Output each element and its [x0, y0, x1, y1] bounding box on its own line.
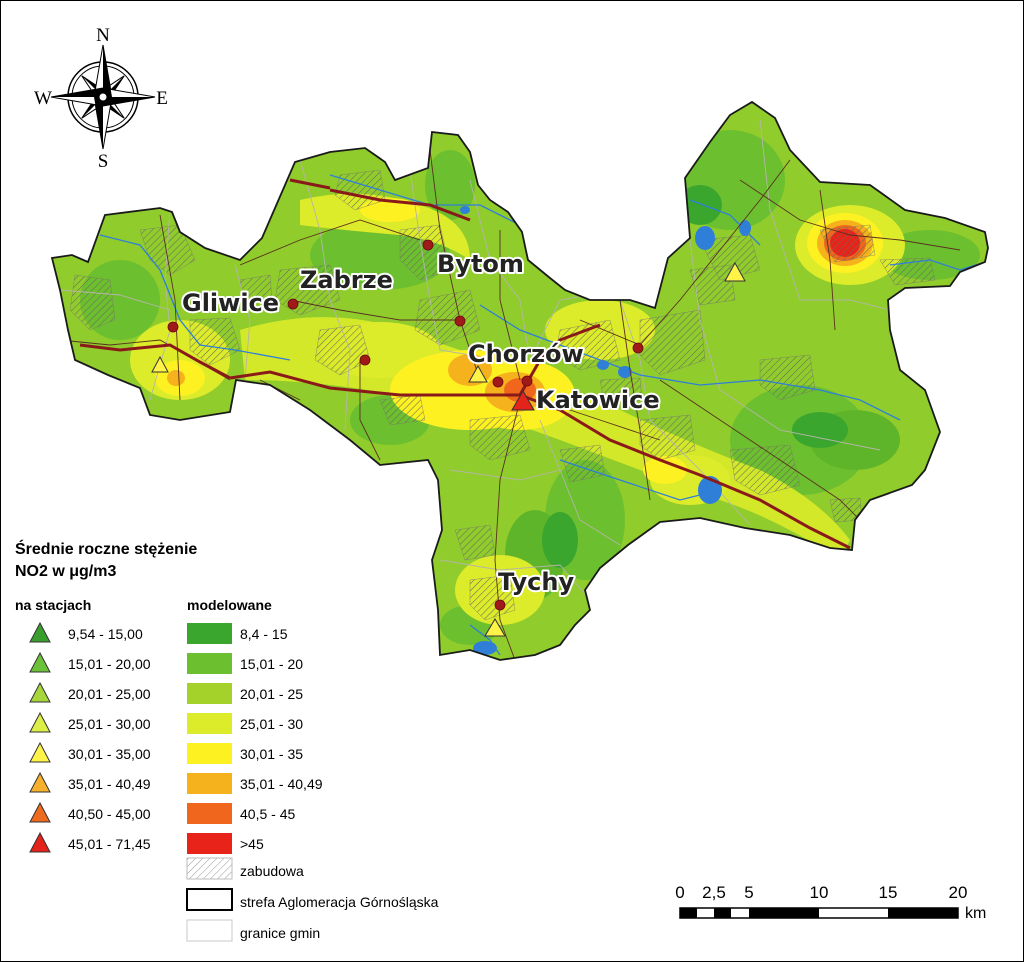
compass-n: N [96, 25, 110, 46]
city-label-bytom: Bytom [437, 250, 524, 278]
legend-modeled-swatch [187, 803, 232, 824]
legend-station-label: 35,01 - 40,49 [68, 776, 151, 792]
compass-e: E [156, 88, 168, 109]
scale-tick-10: 10 [810, 883, 829, 902]
scale-tick-2-5: 2,5 [702, 883, 726, 902]
scale-tick-15: 15 [879, 883, 898, 902]
legend-station-label: 20,01 - 25,00 [68, 686, 151, 702]
legend-modeled-list: 8,4 - 15 15,01 - 20 20,01 - 25 25,01 - 30 30… [187, 623, 323, 854]
legend-modeled-header: modelowane [187, 597, 272, 613]
scale-tick-20: 20 [949, 883, 968, 902]
local-roads [59, 149, 961, 660]
legend-zone-swatch [186, 888, 233, 911]
legend-station-symbol [29, 741, 51, 763]
legend-zone-label: strefa Aglomeracja Górnośląska [240, 894, 439, 910]
legend-modeled-swatch [187, 683, 232, 704]
station-markers [151, 261, 746, 637]
city-labels: Gliwice Zabrze Bytom Chorzów Katowice Ty… [180, 248, 662, 598]
city-label-chorzow: Chorzów [468, 340, 584, 368]
scale-tick-5: 5 [744, 883, 753, 902]
legend-built-up-label: zabudowa [240, 863, 304, 879]
legend-modeled-label: 30,01 - 35 [240, 746, 303, 762]
legend-title-line1: Średnie roczne stężenie [15, 539, 197, 558]
legend-modeled-label: 35,01 - 40,49 [240, 776, 323, 792]
legend-built-up-swatch [186, 857, 233, 880]
legend-communes-label: granice gmin [240, 925, 320, 941]
legend-station-symbol [29, 771, 51, 793]
legend-stations-header: na stacjach [15, 597, 91, 613]
legend-station-label: 15,01 - 20,00 [68, 656, 151, 672]
legend-modeled-label: 20,01 - 25 [240, 686, 303, 702]
legend-station-symbol [29, 681, 51, 703]
legend-modeled-label: 40,5 - 45 [240, 806, 295, 822]
city-label-gliwice: Gliwice [182, 289, 279, 317]
compass-rose: N S E W [34, 25, 168, 172]
legend: Średnie roczne stężenie NO2 w μg/m3 na s… [15, 539, 439, 942]
legend-title-line2: NO2 w μg/m3 [15, 563, 116, 580]
legend-station-label: 25,01 - 30,00 [68, 716, 151, 732]
legend-modeled-label: 8,4 - 15 [240, 626, 288, 642]
legend-modeled-label: 25,01 - 30 [240, 716, 303, 732]
legend-modeled-swatch [187, 653, 232, 674]
city-label-tychy: Tychy [498, 568, 574, 596]
legend-station-symbol [29, 801, 51, 823]
scale-tick-0: 0 [675, 883, 684, 902]
scale-bar: 0 2,5 5 10 15 20 km [675, 883, 986, 922]
compass-w: W [34, 88, 52, 109]
legend-modeled-label: 15,01 - 20 [240, 656, 303, 672]
legend-modeled-swatch [187, 743, 232, 764]
legend-station-symbol [29, 621, 51, 643]
legend-station-symbol [29, 711, 51, 733]
legend-modeled-label: >45 [240, 836, 264, 852]
legend-station-label: 30,01 - 35,00 [68, 746, 151, 762]
legend-communes-swatch [186, 919, 233, 942]
legend-modeled-swatch [187, 623, 232, 644]
major-roads [79, 178, 851, 550]
city-label-zabrze: Zabrze [300, 266, 393, 294]
scale-unit: km [965, 905, 986, 922]
legend-modeled-swatch [187, 833, 232, 854]
compass-s: S [98, 151, 109, 172]
legend-station-label: 40,50 - 45,00 [68, 806, 151, 822]
legend-station-label: 45,01 - 71,45 [68, 836, 151, 852]
legend-station-symbol [29, 651, 51, 673]
city-label-katowice: Katowice [536, 386, 660, 414]
legend-station-symbol [29, 831, 51, 853]
lakes [460, 206, 751, 655]
legend-stations-list: 9,54 - 15,00 15,01 - 20,00 20,01 - 25,00 25… [29, 621, 151, 853]
legend-modeled-swatch [187, 773, 232, 794]
legend-modeled-swatch [187, 713, 232, 734]
legend-station-label: 9,54 - 15,00 [68, 626, 143, 642]
city-markers [167, 239, 644, 611]
